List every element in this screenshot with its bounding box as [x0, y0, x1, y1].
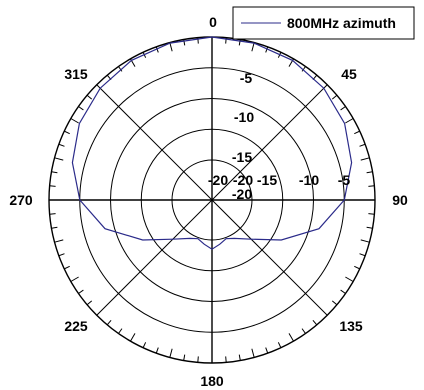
ring-label: -10 — [299, 172, 319, 188]
angle-label: 270 — [9, 192, 33, 208]
angular-tick — [58, 253, 65, 257]
angular-tick — [54, 157, 64, 161]
polar-grid — [48, 36, 376, 364]
angular-ticks — [49, 37, 375, 363]
angular-tick — [155, 347, 159, 354]
angular-tick — [301, 66, 306, 72]
angular-tick — [51, 226, 58, 229]
angular-tick — [183, 39, 186, 46]
angular-tick — [86, 300, 93, 306]
ring-label: -20 — [208, 172, 228, 188]
angular-tick — [331, 300, 338, 306]
legend: 800MHz azimuth — [232, 6, 415, 40]
angular-tick — [359, 253, 366, 257]
ring-label: -20 — [232, 186, 252, 202]
angular-tick — [301, 328, 306, 334]
angle-label: 90 — [392, 192, 408, 208]
angular-tick — [118, 328, 123, 334]
angular-tick — [366, 226, 373, 229]
angular-tick — [118, 66, 123, 72]
angular-tick — [51, 171, 58, 174]
angular-tick — [265, 46, 269, 53]
grid-spoke — [96, 84, 328, 316]
angular-tick — [49, 213, 56, 215]
angular-tick — [331, 94, 338, 100]
angular-tick — [354, 130, 360, 135]
ring-label: -15 — [257, 172, 277, 188]
angular-tick — [169, 42, 173, 52]
angular-tick — [70, 276, 79, 282]
angular-tick — [366, 171, 373, 174]
angular-tick — [78, 106, 84, 111]
angular-tick — [106, 319, 112, 326]
angular-tick — [368, 185, 375, 187]
ring-label: -10 — [234, 109, 254, 125]
angular-tick — [155, 46, 159, 53]
angular-tick — [265, 347, 269, 354]
angular-tick — [64, 265, 70, 270]
angular-tick — [130, 333, 136, 342]
angle-label: 135 — [339, 318, 363, 334]
ring-label: -20 — [233, 172, 253, 188]
series-layer — [71, 36, 353, 250]
angular-tick — [345, 118, 354, 124]
angular-tick — [197, 356, 199, 363]
angular-tick — [340, 289, 346, 294]
angular-tick — [169, 348, 173, 358]
angular-tick — [238, 39, 241, 46]
angle-label: 225 — [64, 318, 88, 334]
angular-tick — [360, 239, 370, 243]
angular-tick — [142, 342, 147, 348]
angle-label: 315 — [64, 66, 88, 82]
angular-tick — [251, 348, 255, 358]
angle-label: 0 — [209, 14, 217, 30]
angular-tick — [54, 239, 64, 243]
angle-label: 180 — [200, 373, 224, 389]
angular-tick — [359, 143, 366, 147]
angular-tick — [312, 319, 318, 326]
legend-label: 800MHz azimuth — [287, 15, 396, 31]
angular-tick — [251, 42, 255, 52]
angular-tick — [368, 213, 375, 215]
angular-tick — [58, 143, 65, 147]
angular-tick — [78, 289, 84, 294]
series-line — [71, 36, 353, 250]
angle-label: 45 — [341, 66, 357, 82]
angular-tick — [360, 157, 370, 161]
angular-tick — [70, 118, 79, 124]
angular-tick — [49, 185, 56, 187]
ring-label: -15 — [232, 149, 252, 165]
ring-label: -5 — [338, 172, 351, 188]
angular-tick — [354, 265, 360, 270]
angular-tick — [183, 354, 186, 361]
angular-tick — [64, 130, 70, 135]
angular-tick — [340, 106, 346, 111]
angular-tick — [238, 354, 241, 361]
ring-label: -5 — [240, 70, 253, 86]
angular-tick — [225, 356, 227, 363]
angular-tick — [277, 342, 282, 348]
angular-tick — [86, 94, 93, 100]
angular-tick — [345, 276, 354, 282]
angular-tick — [288, 333, 294, 342]
